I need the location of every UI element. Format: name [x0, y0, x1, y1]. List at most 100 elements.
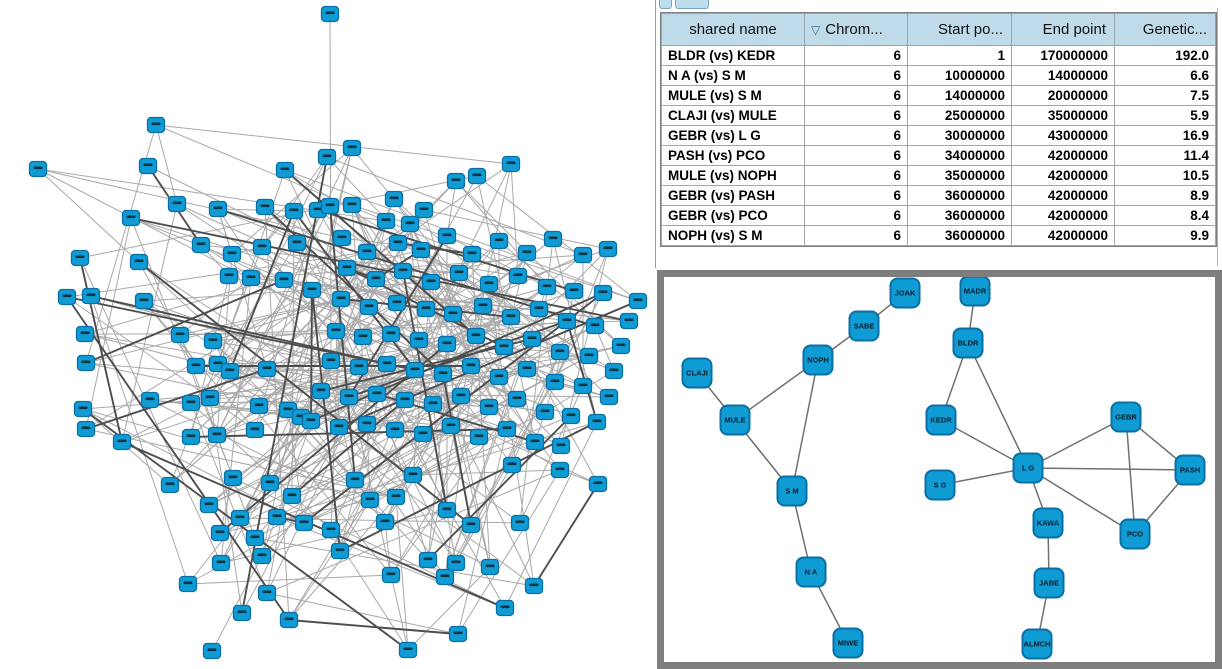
network-node[interactable]: [220, 362, 240, 380]
network-node[interactable]: [210, 524, 230, 542]
network-node[interactable]: [284, 202, 304, 220]
table-cell[interactable]: CLAJI (vs) MULE: [661, 105, 805, 126]
network-node[interactable]: [353, 328, 373, 346]
network-node[interactable]: [446, 172, 466, 190]
network-node[interactable]: [543, 230, 563, 248]
network-node[interactable]: [241, 269, 261, 287]
network-node-SABE[interactable]: SABE: [848, 310, 880, 342]
network-node[interactable]: [501, 155, 521, 173]
network-node[interactable]: [76, 420, 96, 438]
network-node[interactable]: [437, 227, 457, 245]
network-node[interactable]: [535, 403, 555, 421]
network-node[interactable]: [331, 290, 351, 308]
network-node[interactable]: [317, 148, 337, 166]
table-cell[interactable]: GEBR (vs) PASH: [661, 185, 805, 206]
network-node[interactable]: [186, 357, 206, 375]
network-node[interactable]: [28, 160, 48, 178]
network-node[interactable]: [200, 389, 220, 407]
table-cell[interactable]: 6: [804, 45, 908, 66]
toolbar-fragment-icon[interactable]: [659, 0, 672, 9]
network-node[interactable]: [446, 554, 466, 572]
network-node[interactable]: [437, 335, 457, 353]
network-node[interactable]: [461, 516, 481, 534]
network-node[interactable]: [473, 297, 493, 315]
network-node[interactable]: [252, 547, 272, 565]
network-node[interactable]: [398, 641, 418, 659]
network-node[interactable]: [524, 577, 544, 595]
network-node[interactable]: [579, 347, 599, 365]
network-node[interactable]: [598, 240, 618, 258]
network-node[interactable]: [418, 551, 438, 569]
network-node[interactable]: [181, 394, 201, 412]
network-node[interactable]: [274, 271, 294, 289]
table-cell[interactable]: 25000000: [907, 105, 1012, 126]
table-cell[interactable]: 6.6: [1114, 65, 1216, 86]
network-node[interactable]: [357, 243, 377, 261]
table-cell[interactable]: 42000000: [1011, 205, 1115, 226]
network-node[interactable]: [357, 415, 377, 433]
network-node-MULE[interactable]: MULE: [719, 404, 751, 436]
network-node[interactable]: [279, 611, 299, 629]
network-node[interactable]: [393, 262, 413, 280]
network-node[interactable]: [134, 292, 154, 310]
network-node-PASH[interactable]: PASH: [1174, 454, 1206, 486]
network-node-CLAJI[interactable]: CLAJI: [681, 357, 713, 389]
network-node[interactable]: [551, 437, 571, 455]
network-node[interactable]: [550, 461, 570, 479]
network-node[interactable]: [232, 604, 252, 622]
network-node[interactable]: [466, 327, 486, 345]
network-node[interactable]: [480, 558, 500, 576]
network-node[interactable]: [245, 529, 265, 547]
network-node-NOPH[interactable]: NOPH: [802, 344, 834, 376]
network-node[interactable]: [222, 245, 242, 263]
table-cell[interactable]: 35000000: [1011, 105, 1115, 126]
network-node[interactable]: [405, 361, 425, 379]
table-row[interactable]: CLAJI (vs) MULE 6 25000000 35000000 5.9: [661, 105, 1216, 126]
overview-network-canvas[interactable]: JOAK MADR SABE NOPH BLDR CLAJI MULE KEDR GEBR L G…: [664, 277, 1215, 662]
network-node[interactable]: [260, 474, 280, 492]
network-node-PCO[interactable]: PCO: [1119, 518, 1151, 550]
network-node[interactable]: [386, 488, 406, 506]
network-node-ALMCH[interactable]: ALMCH: [1021, 628, 1053, 660]
table-cell[interactable]: 16.9: [1114, 125, 1216, 146]
network-node[interactable]: [366, 270, 386, 288]
network-node[interactable]: [255, 198, 275, 216]
table-cell[interactable]: 42000000: [1011, 165, 1115, 186]
network-node[interactable]: [301, 412, 321, 430]
network-node[interactable]: [469, 428, 489, 446]
network-node[interactable]: [423, 395, 443, 413]
network-node[interactable]: [146, 116, 166, 134]
network-node[interactable]: [414, 201, 434, 219]
network-node[interactable]: [517, 244, 537, 262]
network-node[interactable]: [433, 365, 453, 383]
network-node[interactable]: [522, 330, 542, 348]
network-node[interactable]: [208, 200, 228, 218]
table-row[interactable]: N A (vs) S M 6 10000000 14000000 6.6: [661, 65, 1216, 86]
table-cell[interactable]: 36000000: [907, 205, 1012, 226]
network-node[interactable]: [550, 343, 570, 361]
network-node[interactable]: [403, 466, 423, 484]
column-header-2[interactable]: Start po...: [907, 13, 1012, 46]
network-node[interactable]: [451, 387, 471, 405]
network-node-MIWE[interactable]: MIWE: [832, 627, 864, 659]
table-cell[interactable]: NOPH (vs) S M: [661, 225, 805, 246]
network-node[interactable]: [138, 157, 158, 175]
table-cell[interactable]: 43000000: [1011, 125, 1115, 146]
network-node[interactable]: [508, 267, 528, 285]
network-node[interactable]: [339, 388, 359, 406]
table-cell[interactable]: 14000000: [907, 85, 1012, 106]
table-cell[interactable]: 11.4: [1114, 145, 1216, 166]
network-node[interactable]: [381, 325, 401, 343]
table-cell[interactable]: 36000000: [907, 185, 1012, 206]
network-node[interactable]: [345, 471, 365, 489]
network-node-JOAK[interactable]: JOAK: [889, 277, 921, 309]
network-node-SG[interactable]: S G: [924, 469, 956, 501]
network-node[interactable]: [375, 513, 395, 531]
network-node[interactable]: [628, 292, 648, 310]
network-node[interactable]: [384, 190, 404, 208]
network-node[interactable]: [202, 642, 222, 660]
network-node[interactable]: [529, 300, 549, 318]
network-node[interactable]: [479, 398, 499, 416]
network-node[interactable]: [223, 469, 243, 487]
table-cell[interactable]: BLDR (vs) KEDR: [661, 45, 805, 66]
